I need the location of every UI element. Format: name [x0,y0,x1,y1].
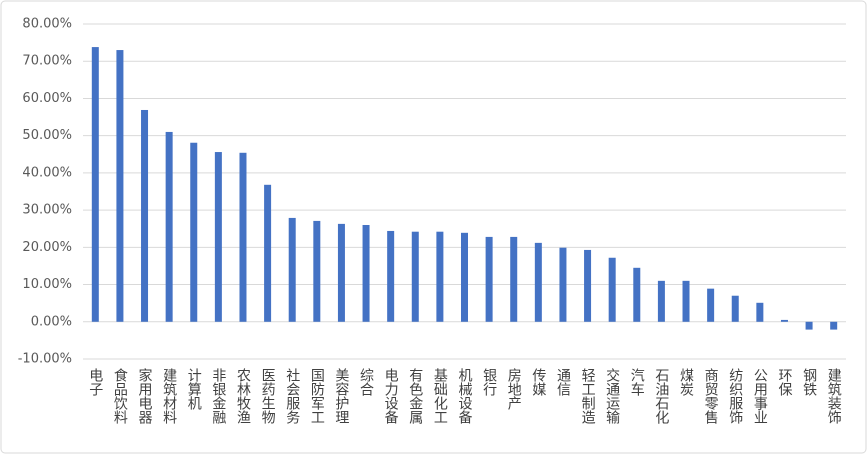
bar [387,230,395,322]
x-tick-label: 机械设备 [457,368,473,424]
x-tick-label: 非银金融 [210,368,226,424]
x-tick-label: 美容护理 [333,368,349,424]
y-tick-label: 20.00% [22,240,72,255]
x-tick-label: 石油石化 [653,368,669,425]
bar [805,321,813,330]
x-tick-label: 房地产 [506,368,522,411]
x-tick-label: 环保 [776,368,792,396]
x-tick-label: 家用电器 [137,367,153,424]
bar [707,288,715,322]
bar [830,321,838,330]
bar [337,223,345,322]
x-tick-label: 公用事业 [752,368,768,424]
bar [559,247,567,322]
bar [214,152,222,322]
bar [436,231,444,322]
x-tick-label: 汽车 [629,368,645,396]
bar [608,257,616,322]
bar [141,109,149,322]
x-tick-label: 食品饮料 [112,367,128,424]
y-tick-label: 0.00% [31,314,72,329]
x-tick-label: 钢铁 [801,368,817,396]
x-tick-label: 建筑装饰 [826,368,842,424]
x-tick-label: 银行 [481,368,497,397]
x-tick-label: 电力设备 [383,368,399,424]
x-tick-label: 基础化工 [432,367,448,424]
bar [288,217,296,322]
bar [731,295,739,322]
y-tick-label: 60.00% [22,91,72,106]
bar [264,184,272,322]
y-tick-label: 10.00% [22,277,72,292]
bar [313,220,321,322]
x-tick-label: 商贸零售 [703,368,719,424]
bar [116,50,124,322]
bar [756,302,764,322]
bar [534,242,542,322]
y-tick-label: 40.00% [22,165,72,180]
bar [91,47,99,322]
x-tick-label: 综合 [358,368,374,396]
x-tick-label: 医药生物 [260,368,276,425]
bar [239,152,247,322]
x-tick-label: 国防军工 [309,368,325,424]
bar [633,267,641,322]
y-tick-label: 70.00% [22,54,72,69]
x-tick-label: 纺织服饰 [727,368,743,424]
x-tick-label: 通信 [555,368,571,396]
bar [461,232,468,322]
x-tick-label: 农林牧渔 [235,368,251,424]
y-tick-label: 30.00% [22,203,72,218]
bar [682,280,690,322]
x-tick-label: 社会服务 [284,368,300,424]
bar [165,131,173,322]
x-tick-label: 煤炭 [678,368,694,396]
y-tick-label: -10.00% [18,352,72,367]
bar [584,249,592,322]
bar [362,225,370,322]
x-tick-label: 交通运输 [604,367,620,424]
y-tick-label: 80.00% [22,17,72,32]
bar [510,236,518,322]
x-tick-label: 建筑材料 [161,368,177,424]
bar [657,280,665,322]
x-tick-label: 轻工制造 [580,368,596,425]
x-tick-label: 传媒 [530,368,546,396]
x-tick-label: 有色金属 [407,368,423,424]
y-tick-label: 50.00% [22,128,72,143]
x-tick-label: 计算机 [186,368,202,411]
bar [190,142,198,322]
bar [411,231,419,322]
bar [485,236,493,322]
x-tick-label: 电子 [87,368,103,396]
bar [780,319,788,322]
